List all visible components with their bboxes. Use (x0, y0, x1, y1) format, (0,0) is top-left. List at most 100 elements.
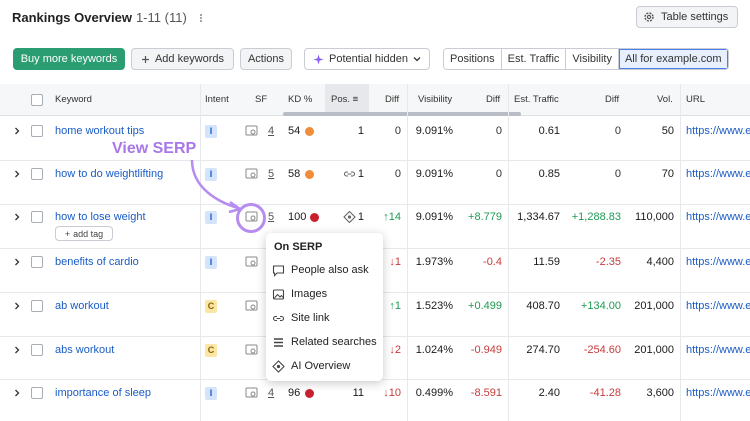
serp-features-count[interactable]: 5 (268, 168, 275, 180)
popup-item-people-also-ask[interactable]: People also ask (272, 261, 369, 279)
serp-features-count[interactable]: 4 (268, 125, 275, 137)
col-visibility-diff[interactable]: Diff (486, 94, 501, 105)
table-settings-button[interactable]: Table settings (636, 6, 738, 28)
horizontal-scrollbar[interactable] (283, 112, 521, 116)
chevron-right-icon[interactable] (13, 302, 21, 310)
position-value: 1 (357, 168, 364, 180)
sparkle-icon (313, 54, 324, 64)
col-est-traffic[interactable]: Est. Traffic (514, 94, 559, 105)
segment-est-traffic[interactable]: Est. Traffic (501, 49, 567, 69)
pos-sort-highlight (325, 84, 369, 116)
position-value: 1 (357, 125, 364, 137)
url-link[interactable]: https://www.exa (686, 168, 750, 180)
col-diff[interactable]: Diff (385, 94, 400, 105)
page-title-text: Rankings Overview (12, 10, 132, 25)
row-checkbox[interactable] (31, 387, 43, 399)
potential-hidden-label: Potential hidden (329, 53, 408, 65)
chevron-right-icon[interactable] (13, 127, 21, 135)
view-serp-highlight (236, 203, 266, 233)
kd-value: 54 (288, 125, 301, 137)
row-checkbox[interactable] (31, 300, 43, 312)
add-keywords-button[interactable]: Add keywords (131, 48, 234, 70)
serp-features-count[interactable]: 5 (268, 211, 275, 223)
popup-title: On SERP (274, 241, 323, 253)
keyword-link[interactable]: importance of sleep (55, 387, 151, 399)
url-link[interactable]: https://www.exa (686, 211, 750, 223)
col-sf[interactable]: SF (255, 94, 268, 105)
traffic-diff: +1,288.83 (571, 211, 621, 223)
header: Rankings Overview 1-11 (11) Table setting… (0, 0, 750, 34)
actions-button[interactable]: Actions (240, 48, 292, 70)
serp-features-icon[interactable] (245, 125, 259, 137)
col-intent[interactable]: Intent (205, 94, 229, 105)
col-volume[interactable]: Vol. (657, 94, 673, 105)
volume-value: 110,000 (635, 211, 674, 223)
row-checkbox[interactable] (31, 211, 43, 223)
position-diff: ↓2 (389, 344, 401, 356)
potential-hidden-dropdown[interactable]: Potential hidden (304, 48, 430, 70)
col-url[interactable]: URL (686, 94, 706, 105)
col-traffic-diff[interactable]: Diff (605, 94, 620, 105)
chevron-right-icon[interactable] (13, 389, 21, 397)
visibility-diff: +0.499 (468, 300, 502, 312)
row-checkbox[interactable] (31, 125, 43, 137)
url-link[interactable]: https://www.exa (686, 344, 750, 356)
table-settings-label: Table settings (661, 11, 729, 23)
traffic-diff: -41.28 (589, 387, 621, 399)
more-vertical-icon[interactable] (196, 13, 206, 23)
col-pos[interactable]: Pos. ≡ (331, 94, 358, 105)
serp-features-icon[interactable] (245, 387, 259, 399)
popup-item-related-searches[interactable]: Related searches (272, 333, 377, 351)
traffic-value: 11.59 (533, 256, 560, 268)
popup-item-label: AI Overview (291, 360, 351, 372)
row-checkbox[interactable] (31, 344, 43, 356)
select-all-checkbox[interactable] (31, 94, 43, 106)
visibility-diff: -0.4 (483, 256, 502, 268)
chevron-right-icon[interactable] (13, 213, 21, 221)
popup-item-ai-overview[interactable]: AI Overview (272, 357, 350, 375)
visibility-value: 1.523% (415, 300, 453, 312)
visibility-diff: +8.779 (468, 211, 502, 223)
serp-features-icon[interactable] (245, 300, 259, 312)
add-tag-button[interactable]: + add tag (55, 226, 113, 241)
chevron-right-icon[interactable] (13, 258, 21, 266)
keyword-link[interactable]: ab workout (55, 300, 109, 312)
row-checkbox[interactable] (31, 256, 43, 268)
visibility-value: 9.091% (415, 168, 453, 180)
chevron-right-icon[interactable] (13, 346, 21, 354)
kd-difficulty-dot (305, 389, 314, 398)
table-row: home workout tips I 4 54 1 0 9.091% 0 0.… (0, 117, 750, 161)
popup-item-label: Images (291, 288, 328, 300)
serp-features-icon[interactable] (245, 344, 259, 356)
keyword-link[interactable]: home workout tips (55, 125, 145, 137)
gear-icon (644, 12, 654, 22)
url-link[interactable]: https://www.exa (686, 125, 750, 137)
col-kd[interactable]: KD % (288, 94, 313, 105)
intent-badge: I (205, 211, 217, 224)
segment-positions[interactable]: Positions (444, 49, 502, 69)
row-checkbox[interactable] (31, 168, 43, 180)
url-link[interactable]: https://www.exa (686, 300, 750, 312)
keyword-link[interactable]: how to do weightlifting (55, 168, 164, 180)
link-icon (272, 315, 285, 321)
popup-item-images[interactable]: Images (272, 285, 327, 303)
chevron-down-icon (413, 57, 421, 62)
chevron-right-icon[interactable] (13, 170, 21, 178)
url-link[interactable]: https://www.exa (686, 387, 750, 399)
serp-features-count[interactable]: 4 (268, 387, 275, 399)
table-row: how to do weightlifting I 5 58 1 0 9.091… (0, 161, 750, 205)
keyword-link[interactable]: how to lose weight (55, 211, 146, 223)
traffic-value: 0.85 (538, 168, 560, 180)
segment-visibility[interactable]: Visibility (566, 49, 619, 69)
serp-features-icon[interactable] (245, 256, 259, 268)
segment-all-for-domain[interactable]: All for example.com (618, 49, 728, 69)
url-link[interactable]: https://www.exa (686, 256, 750, 268)
popup-item-site-link[interactable]: Site link (272, 309, 330, 327)
col-keyword[interactable]: Keyword (55, 94, 92, 105)
keyword-link[interactable]: abs workout (55, 344, 115, 356)
keyword-link[interactable]: benefits of cardio (55, 256, 139, 268)
buy-more-keywords-button[interactable]: Buy more keywords (13, 48, 125, 70)
col-visibility[interactable]: Visibility (418, 94, 453, 105)
serp-features-icon[interactable] (245, 168, 259, 180)
position-diff: 0 (394, 125, 401, 137)
